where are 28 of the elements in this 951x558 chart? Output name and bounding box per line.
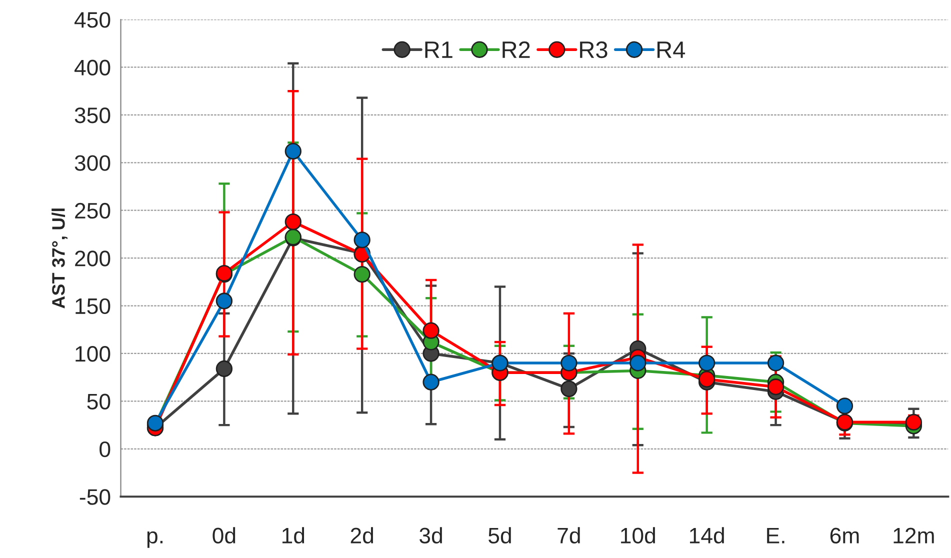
y-axis-title: AST 37°, U/l — [52, 208, 68, 308]
y-tick-label: 300 — [74, 155, 110, 171]
x-tick-label: 6m — [830, 528, 859, 544]
x-tick-label: 1d — [282, 527, 304, 544]
x-tick-label: 0d — [212, 527, 236, 544]
legend-label: R3 — [580, 41, 608, 58]
legend-label: R2 — [502, 41, 530, 58]
y-tick-label: 100 — [76, 346, 110, 362]
y-tick-label: 350 — [74, 107, 110, 124]
x-tick-label: p. — [147, 531, 162, 548]
x-tick-label: 3d — [420, 527, 442, 544]
legend-label: R4 — [657, 42, 686, 58]
x-tick-label: 10d — [621, 527, 655, 544]
y-tick-label: 0 — [100, 441, 110, 458]
y-tick-label: 150 — [76, 298, 110, 314]
y-tick-label: 400 — [74, 60, 110, 76]
x-tick-label: 12m — [894, 528, 934, 544]
x-tick-label: E. — [767, 528, 784, 544]
x-tick-label: 14d — [690, 527, 724, 544]
y-tick-label: 450 — [74, 12, 110, 28]
legend-label: R1 — [425, 42, 452, 58]
y-tick-label: -50 — [80, 489, 110, 505]
y-tick-label: 50 — [87, 394, 110, 410]
x-tick-label: 7d — [558, 527, 580, 544]
x-tick-label: 2d — [350, 527, 374, 544]
y-tick-label: 200 — [75, 250, 110, 266]
x-tick-label: 5d — [488, 527, 511, 544]
y-tick-label: 250 — [75, 202, 110, 219]
